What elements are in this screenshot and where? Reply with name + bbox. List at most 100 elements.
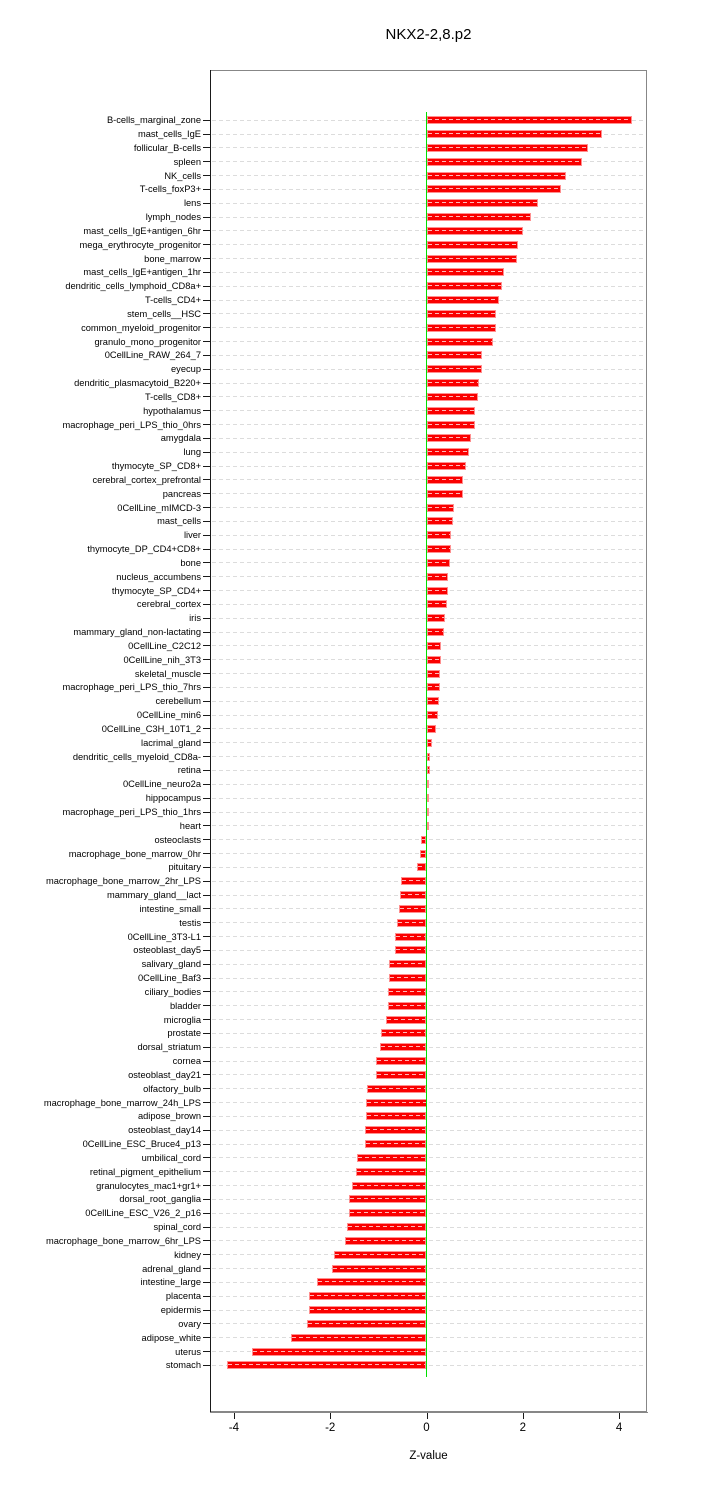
category-label: 0CellLine_C2C12 — [128, 640, 201, 651]
bar — [426, 683, 440, 692]
bar — [426, 351, 483, 360]
category-label: 0CellLine_mIMCD-3 — [117, 502, 201, 513]
bar — [348, 1209, 427, 1218]
category-label: bladder — [169, 1000, 201, 1011]
y-tick — [203, 161, 210, 163]
y-tick — [203, 1088, 210, 1090]
bar-inner-dash — [427, 326, 495, 328]
bar — [426, 185, 561, 194]
bar — [426, 240, 518, 249]
bar — [364, 1140, 427, 1149]
bar-inner-dash — [427, 575, 448, 577]
y-tick — [203, 576, 210, 578]
bar — [426, 282, 502, 291]
category-label: macrophage_bone_marrow_6hr_LPS — [45, 1235, 201, 1246]
gridline — [212, 1102, 646, 1103]
gridline — [212, 1143, 646, 1145]
bar — [426, 171, 567, 180]
y-tick — [203, 922, 210, 924]
bar — [348, 1195, 427, 1204]
y-tick — [203, 686, 210, 688]
y-tick — [203, 742, 210, 744]
category-label: prostate — [167, 1028, 201, 1039]
bar — [375, 1070, 427, 1079]
y-tick — [203, 714, 210, 716]
category-label: cornea — [172, 1056, 201, 1066]
y-tick — [203, 991, 210, 993]
y-tick — [203, 119, 210, 121]
bar-inner-dash — [427, 409, 475, 411]
y-tick — [203, 825, 210, 827]
y-tick — [203, 327, 210, 329]
y-tick — [203, 1102, 210, 1103]
gridline — [212, 1268, 646, 1270]
y-tick — [203, 1198, 210, 1200]
y-tick — [203, 1268, 210, 1270]
bar — [399, 904, 427, 913]
y-tick — [203, 562, 210, 564]
y-tick — [203, 244, 210, 246]
bar-inner-dash — [427, 174, 566, 176]
bar-inner-dash — [427, 451, 469, 453]
bar — [426, 199, 539, 208]
x-tick — [233, 1413, 235, 1419]
y-tick — [203, 410, 210, 412]
bar-inner-dash — [427, 617, 444, 619]
y-tick — [203, 147, 210, 149]
category-label: dendritic_cells_lymphoid_CD8a+ — [65, 281, 201, 292]
bar — [426, 545, 451, 554]
gridline — [212, 1212, 646, 1214]
bar-inner-dash — [381, 1046, 426, 1048]
bar — [426, 365, 482, 374]
bar — [426, 406, 476, 415]
y-tick — [203, 1226, 210, 1228]
gridline — [212, 1323, 646, 1325]
y-tick — [203, 1046, 210, 1048]
zero-line — [425, 112, 428, 1378]
bar-inner-dash — [427, 478, 463, 480]
bar-inner-dash — [367, 1087, 426, 1089]
category-label: mast_cells_IgE+antigen_1hr — [83, 267, 201, 278]
y-tick — [203, 700, 210, 702]
bar — [352, 1181, 427, 1190]
y-tick — [203, 853, 210, 854]
category-label: osteoblast_day21 — [128, 1069, 201, 1080]
y-tick — [203, 769, 210, 771]
bar — [395, 932, 427, 941]
gridline — [212, 1364, 646, 1366]
bar-inner-dash — [333, 1267, 426, 1269]
bar-inner-dash — [427, 561, 449, 563]
bar-inner-dash — [291, 1336, 426, 1338]
category-label: stem_cells__HSC — [127, 308, 201, 319]
bar-inner-dash — [427, 423, 474, 425]
bar-inner-dash — [427, 492, 462, 494]
category-label: eyecup — [171, 364, 201, 375]
bar-inner-dash — [376, 1073, 426, 1075]
bar-inner-dash — [427, 700, 439, 702]
gridline — [212, 811, 646, 813]
bar — [426, 711, 438, 720]
y-tick — [203, 1323, 210, 1325]
bar — [426, 323, 496, 332]
gridline — [212, 1337, 646, 1339]
bar-inner-dash — [427, 589, 447, 591]
category-label: cerebral_cortex_prefrontal — [92, 474, 201, 485]
category-label: macrophage_peri_LPS_thio_7hrs — [62, 682, 201, 693]
y-tick — [203, 1281, 210, 1283]
bar-inner-dash — [397, 921, 426, 923]
y-tick — [203, 299, 210, 301]
bar-inner-dash — [346, 1239, 426, 1241]
bar — [332, 1264, 427, 1273]
bar-inner-dash — [427, 437, 471, 439]
y-tick — [203, 396, 210, 398]
y-tick — [203, 645, 210, 647]
bar — [251, 1347, 427, 1356]
y-tick — [203, 1364, 210, 1366]
bar — [309, 1292, 427, 1301]
y-tick — [203, 1337, 210, 1339]
bar — [387, 1001, 427, 1010]
bar-inner-dash — [427, 769, 429, 771]
bar — [386, 1015, 427, 1024]
y-tick — [203, 839, 210, 841]
category-label: 0CellLine_Baf3 — [137, 973, 201, 983]
